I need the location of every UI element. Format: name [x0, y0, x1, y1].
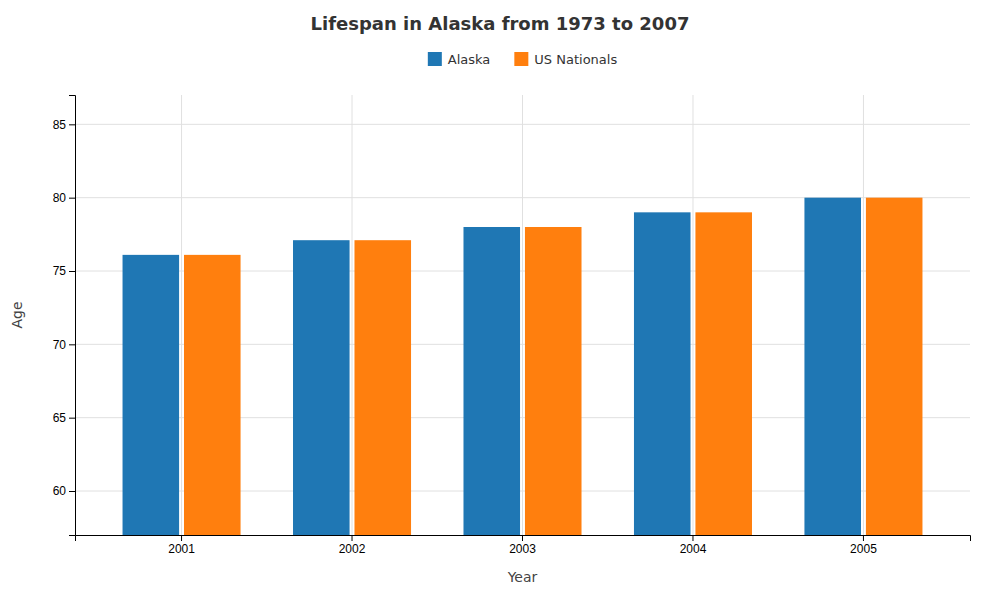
tick-mark: [522, 535, 523, 541]
tick: 80: [53, 191, 75, 205]
tick-mark: [69, 124, 75, 125]
tick: 2003: [509, 535, 536, 556]
bar: [184, 255, 241, 535]
y-axis-title: Age: [9, 301, 25, 328]
tick-mark: [181, 535, 182, 541]
bar: [123, 255, 180, 535]
tick-mark: [69, 344, 75, 345]
tick: 2002: [339, 535, 366, 556]
tick-mark: [863, 535, 864, 541]
legend-item: Alaska: [428, 52, 491, 67]
bars: [123, 198, 923, 535]
bar: [525, 227, 582, 535]
tick: 85: [53, 118, 75, 132]
tick-mark: [69, 418, 75, 419]
x-axis-title: Year: [507, 569, 538, 585]
bar: [354, 240, 411, 535]
bar: [695, 212, 752, 535]
grid-line: [522, 95, 523, 535]
tick-label: 2001: [168, 542, 195, 556]
tick: 70: [53, 338, 75, 352]
tick: 2001: [168, 535, 195, 556]
bar: [463, 227, 520, 535]
plot: 2001 2002 2003 2004 2005 60 65 70 75 80 85: [53, 95, 971, 600]
legend-item: US Nationals: [514, 52, 617, 67]
legend: Alaska US Nationals: [428, 52, 618, 67]
x-axis: 2001 2002 2003 2004 2005: [76, 535, 971, 556]
tick-mark: [69, 491, 75, 492]
tick-mark: [352, 535, 353, 541]
tick-label: 2004: [680, 542, 707, 556]
tick-mark: [69, 198, 75, 199]
bar: [804, 198, 861, 535]
tick-label: 60: [53, 484, 67, 498]
bar: [866, 198, 923, 535]
tick-label: 70: [53, 338, 67, 352]
tick: 2005: [850, 535, 877, 556]
tick-label: 85: [53, 118, 67, 132]
y-axis: 60 65 70 75 80 85: [53, 96, 76, 536]
bar: [634, 212, 691, 535]
tick: 60: [53, 484, 75, 498]
tick-label: 65: [53, 411, 67, 425]
title: Lifespan in Alaska from 1973 to 2007: [311, 13, 690, 34]
chart: Lifespan in Alaska from 1973 to 2007 2001…: [0, 0, 1000, 600]
axis-line: [76, 536, 971, 542]
tick-label: 75: [53, 264, 67, 278]
grid-line: [863, 95, 864, 535]
axis-line: [69, 96, 76, 536]
tick-mark: [692, 535, 693, 541]
bar-series: [184, 198, 922, 535]
tick-label: 80: [53, 191, 67, 205]
bar-series: [123, 198, 861, 535]
tick: 2004: [680, 535, 707, 556]
legend-swatch: [428, 52, 442, 66]
tick: 75: [53, 264, 75, 278]
grid-line: [352, 95, 353, 535]
legend-label: US Nationals: [534, 52, 617, 67]
legend-swatch: [514, 52, 528, 66]
grid-line: [181, 95, 182, 535]
grid-line: [692, 95, 693, 535]
tick-label: 2003: [509, 542, 536, 556]
tick-mark: [69, 271, 75, 272]
bar: [293, 240, 350, 535]
tick-label: 2005: [850, 542, 877, 556]
legend-label: Alaska: [448, 52, 491, 67]
tick-label: 2002: [339, 542, 366, 556]
tick: 65: [53, 411, 75, 425]
